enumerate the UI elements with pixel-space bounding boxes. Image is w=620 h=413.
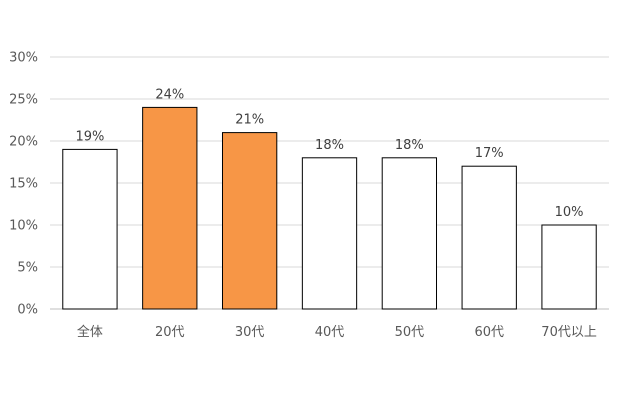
- data-label: 18%: [395, 138, 424, 153]
- category-label: 全体: [77, 324, 103, 340]
- data-label: 19%: [75, 129, 104, 144]
- y-tick-label: 30%: [9, 51, 38, 66]
- x-axis-categories: 全体 20代 30代 40代 50代 60代 70代以上: [77, 324, 597, 340]
- category-label: 50代: [395, 325, 425, 340]
- y-tick-label: 15%: [9, 177, 38, 192]
- y-tick-label: 10%: [9, 219, 38, 234]
- data-label: 18%: [315, 138, 344, 153]
- category-label: 60代: [474, 325, 504, 340]
- data-label: 17%: [475, 146, 504, 161]
- bar: [461, 165, 517, 310]
- bars: [62, 106, 597, 310]
- category-label: 40代: [315, 325, 345, 340]
- data-label: 21%: [235, 113, 264, 128]
- category-label: 70代以上: [541, 325, 597, 340]
- bar: [62, 148, 118, 310]
- y-tick-label: 25%: [9, 93, 38, 108]
- bar: [142, 106, 198, 310]
- bar: [221, 132, 278, 310]
- category-label: 30代: [235, 325, 265, 340]
- bar: [541, 224, 597, 310]
- y-tick-label: 0%: [17, 303, 38, 318]
- data-labels: 19% 24% 21% 18% 18% 17% 10%: [75, 87, 583, 220]
- bar: [381, 157, 438, 310]
- y-tick-label: 20%: [9, 135, 38, 150]
- bar: [301, 157, 358, 310]
- category-label: 20代: [155, 325, 185, 340]
- y-tick-label: 5%: [17, 261, 38, 276]
- y-axis-ticks: 0% 5% 10% 15% 20% 25% 30%: [9, 51, 38, 318]
- data-label: 10%: [555, 205, 584, 220]
- data-label: 24%: [155, 87, 184, 102]
